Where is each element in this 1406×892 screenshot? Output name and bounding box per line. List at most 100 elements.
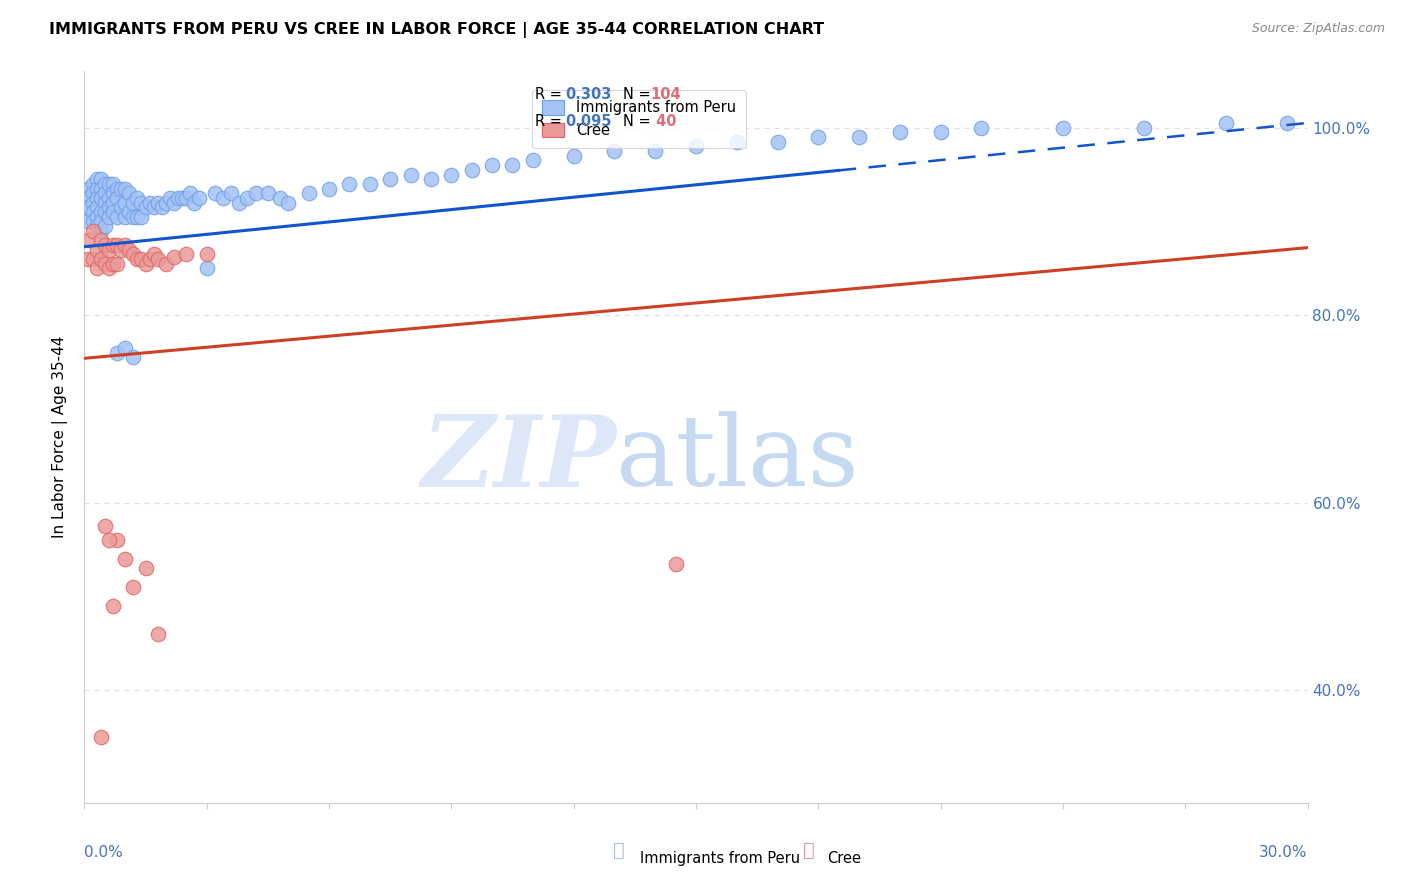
Point [86,261,108,276]
Point [138,195,160,210]
Point [172,191,194,205]
Text: 0.303: 0.303 [565,87,612,103]
Point [82,252,104,266]
Point [101,257,124,271]
Point [135,561,157,575]
Point [146,195,169,210]
Point [97,533,120,548]
Point [110,200,132,214]
Point [114,341,136,355]
Point [195,261,218,276]
Point [163,250,186,264]
Point [86,172,108,186]
Point [174,247,197,261]
Point [101,186,124,201]
Point [93,205,115,219]
Point [90,224,112,238]
Point [502,158,524,172]
Point [77,214,100,228]
Point [93,177,115,191]
Point [93,237,115,252]
Point [105,237,128,252]
Point [93,195,115,210]
Text: R =: R = [534,114,567,128]
Point [1215,116,1237,130]
Point [131,252,153,266]
Point [122,580,145,594]
Point [86,210,108,224]
Text: ⬜: ⬜ [803,841,814,860]
Point [82,177,104,191]
Point [105,345,128,359]
Point [90,730,112,744]
Point [114,195,136,210]
Point [562,149,585,163]
Point [105,191,128,205]
Point [114,552,136,566]
Point [127,252,149,266]
Point [90,214,112,228]
Point [440,168,463,182]
Text: 0.095: 0.095 [565,114,612,128]
Point [131,210,153,224]
Point [97,243,120,257]
Point [86,191,108,205]
Point [245,186,267,201]
Point [97,200,120,214]
Point [399,168,422,182]
Point [269,191,291,205]
Point [380,172,402,186]
Point [101,195,124,210]
Point [93,257,115,271]
Point [889,125,911,139]
Point [105,257,128,271]
Point [339,177,361,191]
Point [110,181,132,195]
Text: 40: 40 [651,114,676,128]
Point [86,219,108,233]
Point [114,237,136,252]
Point [1133,120,1156,135]
Legend: Immigrants from Peru, Cree: Immigrants from Peru, Cree [531,89,747,148]
Point [82,195,104,210]
Point [118,205,141,219]
Point [90,181,112,195]
Point [187,191,209,205]
Point [97,191,120,205]
Point [77,191,100,205]
Y-axis label: In Labor Force | Age 35-44: In Labor Force | Age 35-44 [52,336,69,538]
Text: R =: R = [534,87,567,103]
Point [114,210,136,224]
Point [522,153,544,168]
Point [236,191,259,205]
Point [118,186,141,201]
Text: Cree: Cree [827,851,860,865]
Text: ZIP: ZIP [422,411,616,508]
Point [167,191,190,205]
Text: 104: 104 [651,87,682,103]
Point [807,130,830,145]
Point [644,144,666,158]
Point [1052,120,1074,135]
Point [90,233,112,247]
Point [195,247,218,261]
Point [90,172,112,186]
Point [122,195,145,210]
Point [110,243,132,257]
Point [929,125,952,139]
Point [159,191,181,205]
Point [228,195,250,210]
Point [212,191,235,205]
Point [90,205,112,219]
Point [318,181,340,195]
Point [82,205,104,219]
Point [77,252,100,266]
Point [101,237,124,252]
Point [122,210,145,224]
Point [298,186,321,201]
Point [848,130,870,145]
Point [77,181,100,195]
Point [277,195,299,210]
Point [82,224,104,238]
Text: IMMIGRANTS FROM PERU VS CREE IN LABOR FORCE | AGE 35-44 CORRELATION CHART: IMMIGRANTS FROM PERU VS CREE IN LABOR FO… [49,22,824,38]
